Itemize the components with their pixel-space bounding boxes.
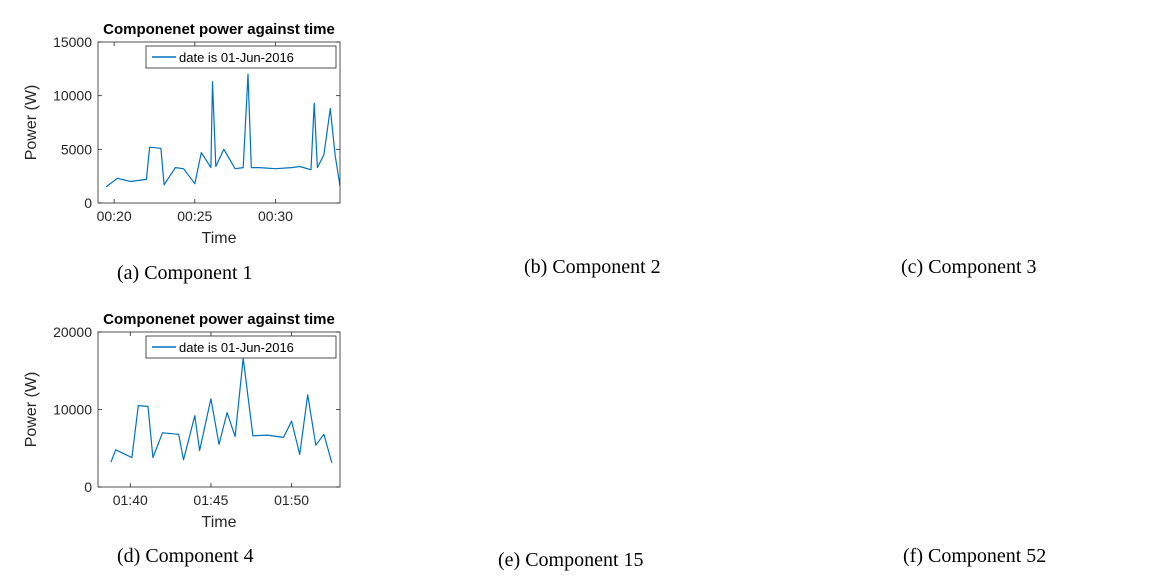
y-tick-label: 20000 — [53, 324, 92, 340]
x-tick-label: 01:40 — [113, 492, 148, 508]
legend-label: date is 01-Jun-2016 — [179, 340, 294, 355]
y-tick-label: 15000 — [53, 34, 92, 50]
y-axis-label: Power (W) — [23, 85, 40, 161]
series-line — [110, 357, 333, 464]
series-line — [105, 73, 341, 188]
x-tick-label: 00:20 — [97, 208, 132, 224]
chart-title: Componenet power against time — [103, 311, 335, 328]
legend-box — [145, 335, 337, 359]
chart-panel-6: Componenet power against time05000100001… — [774, 290, 1161, 579]
y-axis-label: Power (W) — [23, 372, 40, 448]
chart-panel-4: Componenet power against time 0 10000 20000… — [23, 311, 341, 531]
x-tick-label: 01:50 — [274, 492, 309, 508]
y-tick-label: 10000 — [53, 402, 92, 418]
plot-area-frame — [97, 41, 341, 204]
x-tick-label: 00:25 — [177, 208, 212, 224]
chart-panel-3: Componenet power against time01000020000… — [774, 0, 1161, 260]
figure-caption: (a) Component 1 — [117, 262, 253, 284]
chart-panel-2: Componenet power against time01000020000… — [387, 0, 774, 260]
y-tick-label: 0 — [84, 195, 92, 211]
chart-title: Componenet power against time — [103, 21, 335, 38]
figure-caption: (d) Component 4 — [117, 545, 254, 567]
legend-label: date is 01-Jun-2016 — [179, 50, 294, 65]
figure-caption: (e) Component 15 — [498, 549, 644, 571]
x-axis-label: Time — [202, 230, 237, 247]
figure-caption: (b) Component 2 — [524, 256, 661, 278]
y-tick-label: 0 — [84, 479, 92, 495]
x-axis-label: Time — [202, 514, 237, 531]
figure-caption: (f) Component 52 — [903, 545, 1047, 567]
figure-caption: (c) Component 3 — [901, 256, 1037, 278]
y-tick-label: 10000 — [53, 88, 92, 104]
legend-box — [145, 45, 337, 69]
chart-panel-5: Componenet power against time05000100001… — [387, 290, 774, 579]
chart-panel-1: Componenet power against time 0 5000 10000 1… — [23, 21, 341, 247]
x-tick-label: 00:30 — [258, 208, 293, 224]
x-tick-label: 01:45 — [193, 492, 228, 508]
y-tick-label: 5000 — [61, 141, 92, 157]
